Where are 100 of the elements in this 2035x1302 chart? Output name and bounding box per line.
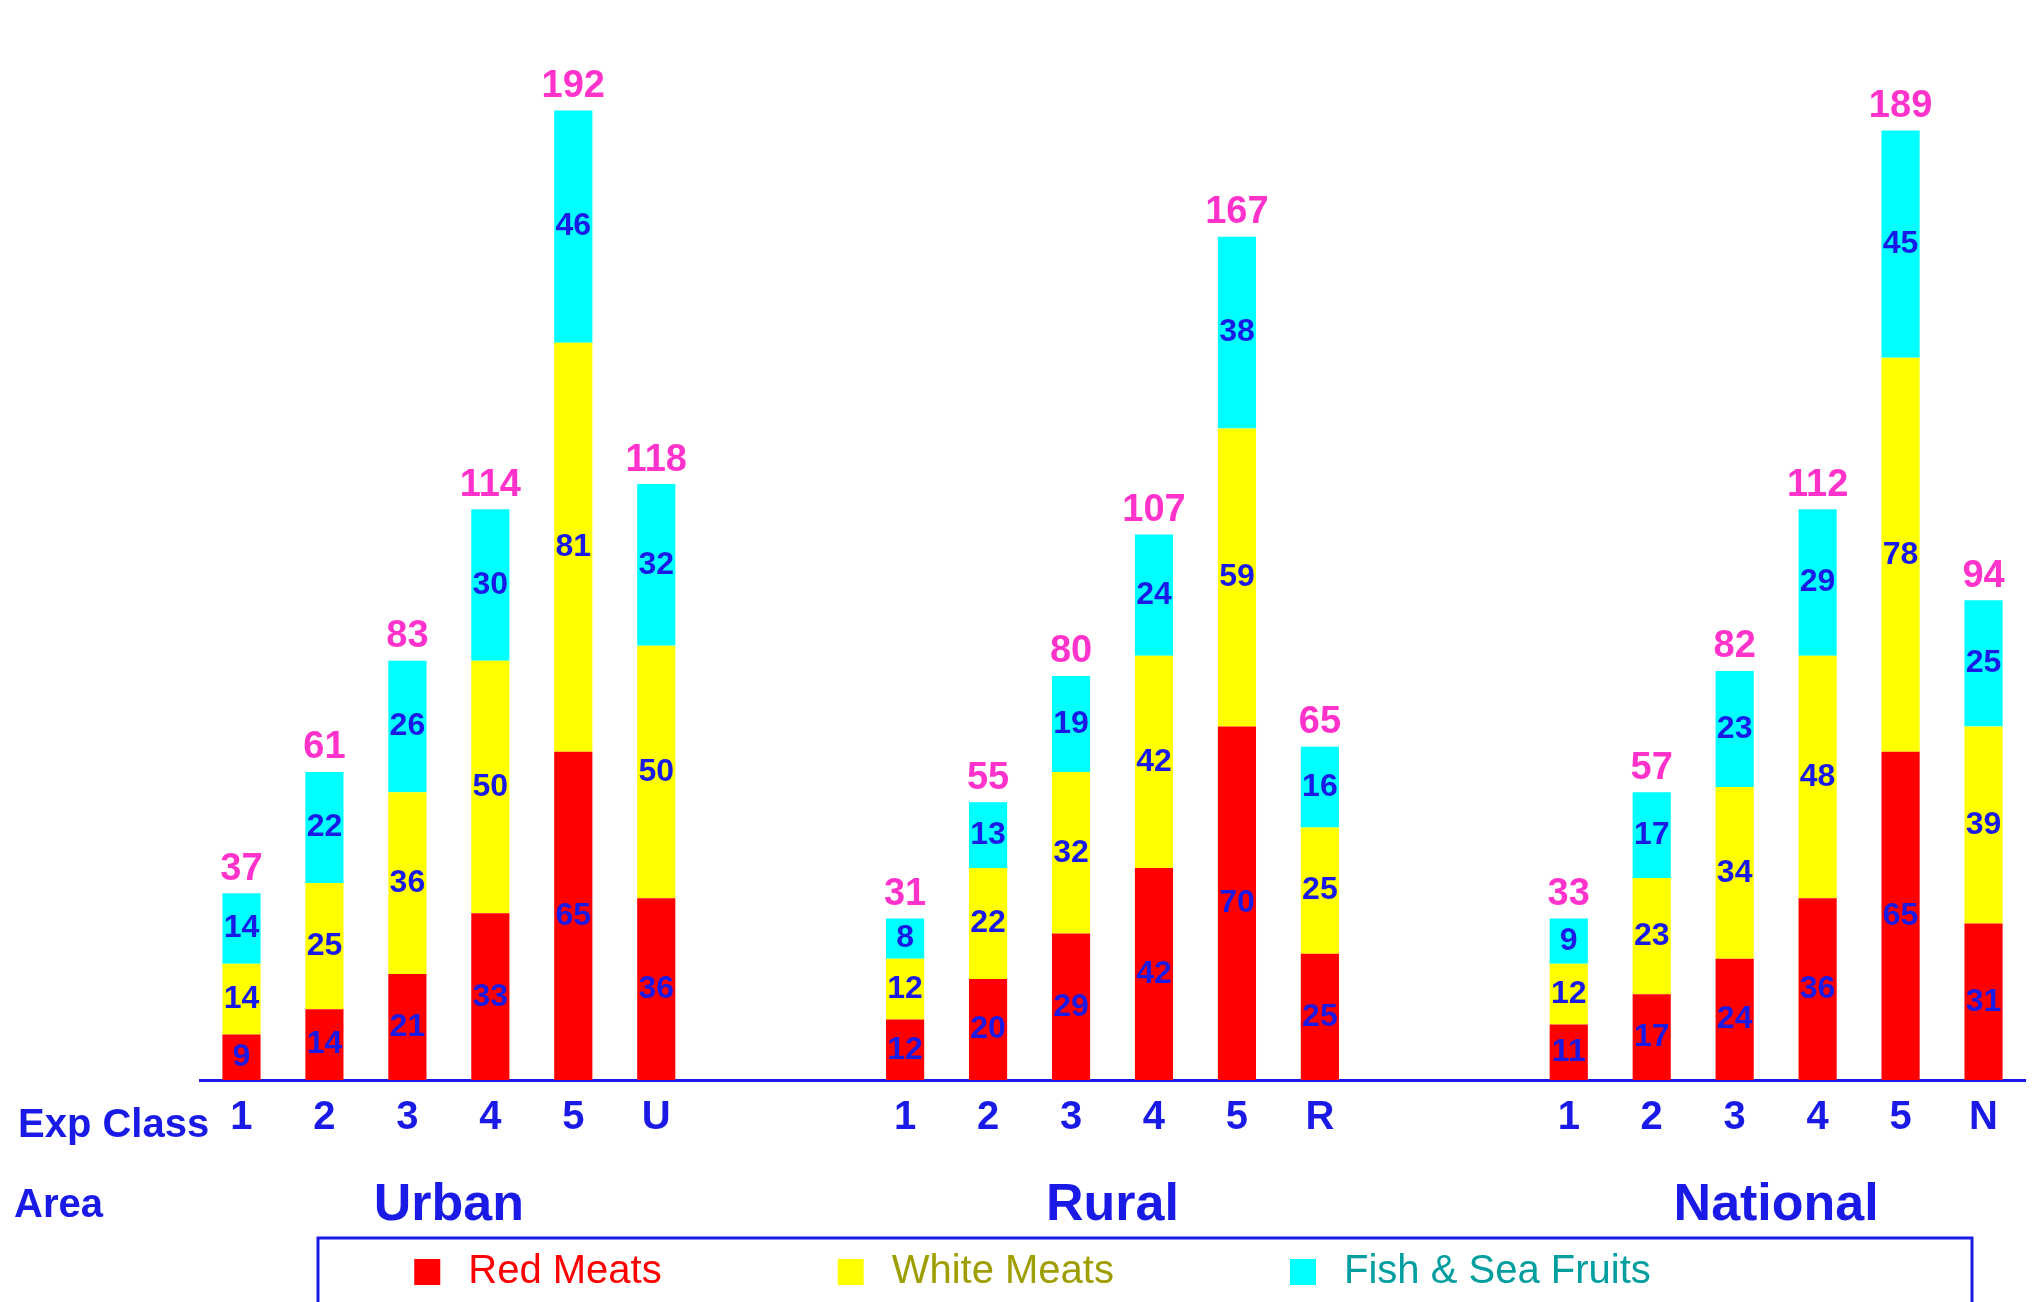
bar: [388, 660, 427, 793]
data-label: 59: [1219, 557, 1255, 594]
data-label: 24: [1716, 999, 1753, 1036]
data-label: 25: [1965, 643, 2002, 680]
bar: [1881, 130, 1920, 358]
data-label: 19: [1053, 703, 1089, 740]
bar: [1217, 236, 1257, 429]
bar: [1217, 428, 1257, 727]
data-label: 26: [389, 706, 426, 743]
data-label: 24: [1136, 575, 1172, 612]
bar: [554, 342, 593, 752]
data-label: 38: [1219, 312, 1255, 349]
bar: [637, 484, 676, 646]
data-label: 17: [1633, 814, 1670, 851]
bar: [554, 751, 593, 1080]
total-label: 37: [220, 845, 263, 888]
bar: [1964, 923, 2003, 1080]
bar: [1715, 958, 1754, 1080]
total-label: 65: [1298, 699, 1342, 742]
data-label: 21: [389, 1006, 426, 1043]
bar: [1881, 357, 1920, 752]
data-label: 8: [896, 918, 915, 955]
data-label: 12: [1550, 973, 1587, 1010]
data-label: 48: [1799, 756, 1836, 793]
bar: [1134, 534, 1174, 656]
x-tick-label: 5: [562, 1093, 585, 1138]
total-label: 31: [883, 870, 927, 913]
legend-label: White Meats: [883, 1247, 1274, 1292]
bar: [471, 509, 510, 661]
total-label: 55: [966, 754, 1010, 797]
data-label: 23: [1633, 915, 1670, 952]
x-tick-label: 2: [313, 1093, 336, 1138]
data-label: 30: [472, 564, 509, 601]
data-label: 25: [1302, 870, 1338, 907]
x-tick-label: U: [641, 1093, 671, 1138]
x-tick-label: 1: [893, 1093, 917, 1138]
bar: [1798, 509, 1837, 656]
x-tick-label: 2: [1640, 1093, 1663, 1138]
bar: [1051, 933, 1091, 1080]
bar: [1134, 867, 1174, 1080]
data-label: 50: [472, 766, 509, 803]
data-label: 17: [1633, 1016, 1670, 1053]
total-label: 33: [1547, 870, 1590, 913]
data-label: 20: [970, 1009, 1006, 1046]
total-label: 61: [303, 724, 346, 767]
total-label: 167: [1205, 189, 1269, 232]
data-label: 32: [638, 544, 675, 581]
total-label: 107: [1122, 487, 1186, 530]
text: Exp Class: [18, 1101, 210, 1146]
data-label: 22: [970, 903, 1006, 940]
x-tick-label: N: [1969, 1093, 1998, 1138]
legend-label: Fish & Sea Fruits: [1335, 1247, 1811, 1292]
total-label: 83: [386, 613, 429, 656]
text: Area: [14, 1181, 104, 1226]
bar: [305, 883, 344, 1010]
bar: [388, 792, 427, 974]
data-label: 78: [1882, 534, 1919, 571]
bar: [1715, 787, 1754, 959]
x-tick-label: R: [1305, 1093, 1335, 1138]
bar: [471, 913, 510, 1080]
bar: [1300, 827, 1339, 954]
data-label: 14: [223, 979, 260, 1016]
x-tick-label: 2: [976, 1093, 1000, 1138]
bar: [1051, 771, 1091, 934]
data-label: 12: [887, 1029, 923, 1066]
bar: [1134, 655, 1174, 868]
data-label: 25: [1302, 996, 1338, 1033]
total-label: 80: [1049, 628, 1093, 671]
bar: [471, 660, 510, 914]
bar: [1881, 751, 1920, 1080]
bar: [305, 771, 344, 884]
x-tick-label: 3: [396, 1093, 419, 1138]
total-label: 114: [459, 461, 521, 504]
bar: [637, 645, 676, 899]
data-label: 36: [389, 862, 426, 899]
total-label: 82: [1713, 623, 1756, 666]
total-label: 57: [1630, 744, 1673, 787]
bar: [1964, 726, 2003, 924]
data-label: 45: [1882, 224, 1919, 261]
data-label: 31: [1965, 981, 2002, 1018]
data-label: 16: [1302, 766, 1338, 803]
data-label: 65: [555, 895, 592, 932]
bar: [637, 898, 676, 1080]
x-tick-label: 4: [479, 1093, 503, 1138]
x-tick-label: 3: [1723, 1093, 1746, 1138]
data-label: 46: [555, 206, 592, 243]
data-label: 14: [223, 908, 260, 945]
data-label: 36: [638, 968, 675, 1005]
bar: [554, 110, 593, 343]
data-label: 29: [1053, 986, 1089, 1023]
data-label: 23: [1716, 708, 1753, 745]
total-label: 94: [1962, 552, 2005, 595]
data-label: 9: [1559, 920, 1578, 957]
text: Rural: [1046, 1173, 1179, 1232]
data-label: 39: [1965, 804, 2002, 841]
total-label: 189: [1868, 83, 1933, 126]
bar: [1798, 655, 1837, 899]
data-label: 42: [1136, 953, 1172, 990]
data-label: 25: [306, 926, 343, 962]
data-label: 70: [1219, 883, 1255, 920]
